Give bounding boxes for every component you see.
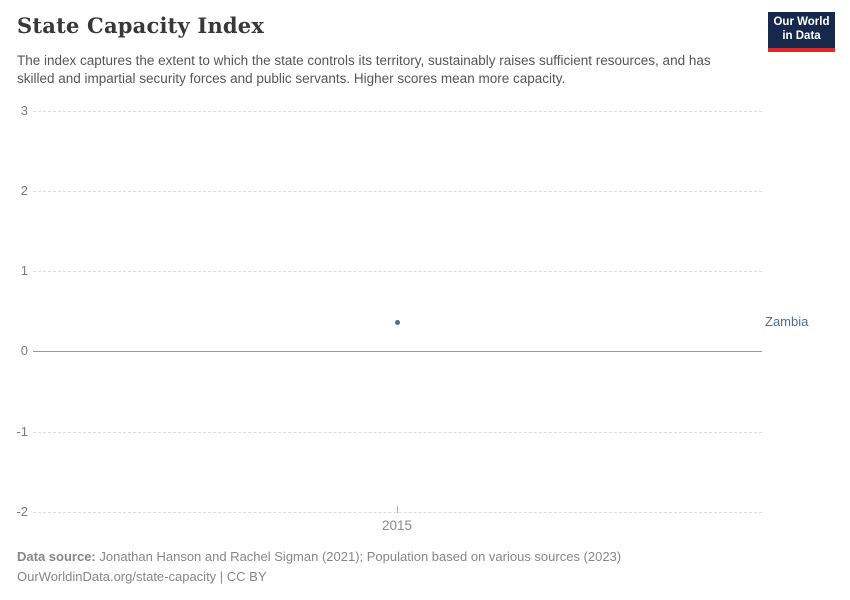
page-title: State Capacity Index bbox=[17, 13, 265, 38]
data-point-zambia[interactable] bbox=[395, 320, 400, 326]
y-gridline bbox=[33, 110, 762, 112]
y-gridline bbox=[33, 271, 762, 273]
datasource-text: Jonathan Hanson and Rachel Sigman (2021)… bbox=[95, 549, 622, 564]
y-tick-label: 0 bbox=[20, 343, 28, 359]
y-tick-label: 2 bbox=[20, 182, 28, 198]
x-tick-mark bbox=[397, 505, 398, 513]
entity-label-zambia[interactable]: Zambia bbox=[765, 314, 809, 330]
x-axis-zero-line bbox=[33, 351, 762, 353]
chart-subtitle: The index captures the extent to which t… bbox=[17, 53, 711, 86]
footer-url[interactable]: OurWorldinData.org/state-capacity | CC B… bbox=[17, 569, 267, 584]
y-gridline bbox=[33, 190, 762, 192]
footer-datasource: Data source: Jonathan Hanson and Rachel … bbox=[17, 549, 621, 565]
owid-logo-stripe bbox=[768, 48, 835, 52]
owid-logo-text: Our World in Data bbox=[768, 12, 835, 48]
owid-logo-line1: Our World bbox=[773, 16, 830, 29]
y-gridline bbox=[33, 431, 762, 433]
owid-logo-line2: in Data bbox=[782, 30, 821, 42]
y-tick-label: 1 bbox=[20, 263, 28, 279]
x-tick-label: 2015 bbox=[381, 517, 413, 533]
y-tick-label: 3 bbox=[20, 102, 28, 118]
plot-area: 3 2 1 0 -1 -2 2015 Zambia bbox=[0, 100, 850, 540]
owid-logo[interactable]: Our World in Data bbox=[768, 12, 835, 52]
datasource-label: Data source: bbox=[17, 549, 96, 564]
y-tick-label: -2 bbox=[16, 503, 28, 519]
y-tick-label: -1 bbox=[16, 423, 28, 439]
